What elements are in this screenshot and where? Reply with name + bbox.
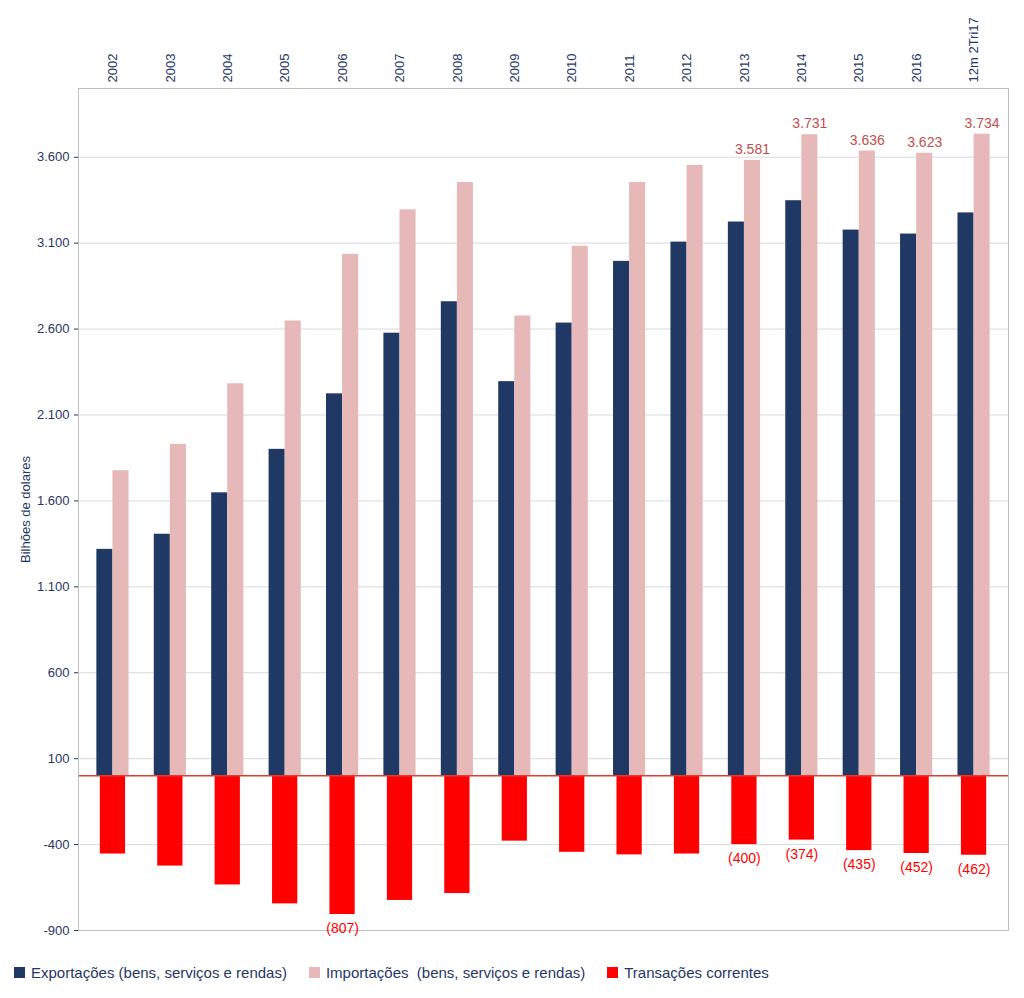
svg-text:3.731: 3.731 [792,115,827,131]
svg-text:3.636: 3.636 [850,132,885,148]
svg-text:2009: 2009 [507,54,522,83]
svg-text:3.734: 3.734 [965,115,1000,131]
svg-text:3.100: 3.100 [37,235,70,250]
svg-text:3.581: 3.581 [735,141,770,157]
svg-text:2.100: 2.100 [37,407,70,422]
svg-text:1.600: 1.600 [37,493,70,508]
svg-text:2013: 2013 [737,54,752,83]
svg-text:(374): (374) [785,846,818,862]
svg-text:-400: -400 [43,837,69,852]
svg-text:2.600: 2.600 [37,321,70,336]
svg-text:2010: 2010 [564,54,579,83]
svg-text:-900: -900 [43,923,69,938]
svg-text:(435): (435) [843,856,876,872]
svg-text:2008: 2008 [450,54,465,83]
svg-text:600: 600 [48,665,70,680]
html-text:Importações (bens, serviços e: Importações (bens, serviços e rendas) [326,964,586,981]
svg-text:2007: 2007 [392,54,407,83]
svg-text:(400): (400) [728,850,761,866]
svg-text:2003: 2003 [163,54,178,83]
svg-text:(462): (462) [958,861,991,877]
svg-text:(807): (807) [326,920,359,936]
svg-text:2004: 2004 [220,54,235,83]
svg-text:2016: 2016 [909,54,924,83]
svg-text:Bilhões de dolares: Bilhões de dolares [18,456,33,563]
svg-text:100: 100 [48,751,70,766]
svg-text:3.600: 3.600 [37,149,70,164]
svg-text:2014: 2014 [794,54,809,83]
svg-text:2012: 2012 [679,54,694,83]
svg-text:2015: 2015 [851,54,866,83]
html-text:Exportações (bens, serviços e: Exportações (bens, serviços e rendas) [31,964,287,981]
svg-text:(452): (452) [900,859,933,875]
svg-text:2005: 2005 [277,54,292,83]
svg-text:2011: 2011 [622,55,637,83]
svg-text:1.100: 1.100 [37,579,70,594]
svg-text:2002: 2002 [105,54,120,83]
svg-text:12m 2Tri17: 12m 2Tri17 [966,17,981,82]
svg-text:3.623: 3.623 [907,134,942,150]
svg-text:2006: 2006 [335,54,350,83]
html-text:Transações correntes: Transações correntes [624,964,769,981]
